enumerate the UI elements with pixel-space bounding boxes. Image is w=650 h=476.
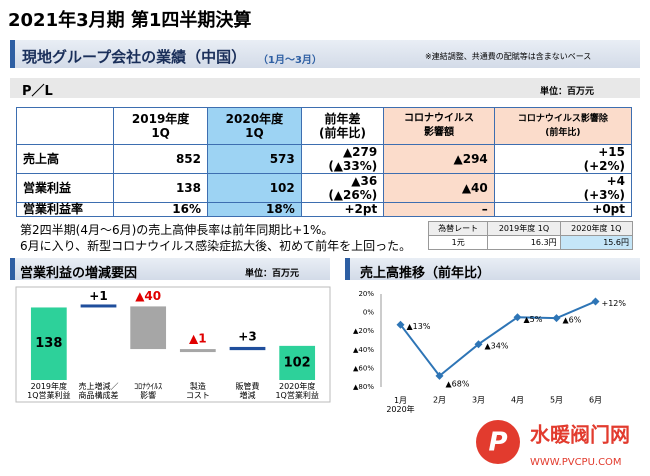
x-tick-label: ｺﾛﾅｳｲﾙｽ影響 [134,382,162,400]
waterfall-unit: 単位：百万元 [245,269,300,279]
y-tick-label: 20% [358,290,374,298]
x-tick-label: 製造コスト [186,381,210,400]
bar [279,345,316,380]
section-note: ※連結調整、共通費の配賦等は含まないベース [425,52,592,61]
pl-title: P／L [22,84,53,99]
data-label: +1 [89,289,107,303]
x-tick-label: 2020年度 1Q営業利益 [275,381,318,400]
marker [396,320,405,329]
table-cell: 16% [113,202,208,217]
table-cell: 営業利益率 [15,202,115,217]
table-cell: 1元 [427,235,489,250]
data-label: ▲13% [407,322,431,331]
table-row: 営業利益率 16% 18% +2pt – +0pt [15,202,633,217]
table-row: 2019年度 1Q 2020年度 1Q 前年差 (前年比) コロナウイルス 影響額 コロ… [15,107,633,145]
y-tick-label: ▲60% [353,364,374,372]
marker [474,340,483,349]
line [399,300,596,378]
y-tick-label: ▲20% [353,327,374,335]
bar [179,349,216,353]
table-cell: コロナウイルス影響除 (前年比) [493,107,633,145]
page-title: 2021年3月期 第1四半期決算 [8,10,252,31]
data-label: ▲34% [485,342,509,351]
bar [229,346,266,351]
table-cell: +4 (+3%) [493,173,633,203]
data-label: +12% [602,299,627,308]
x-tick-label: 1月 2020年 [386,396,414,414]
bar [30,307,67,380]
marker [552,314,561,323]
table-cell: ▲294 [383,144,495,174]
pl-table: 2019年度 1Q 2020年度 1Q 前年差 (前年比) コロナウイルス 影響額 コロ… [15,107,633,217]
table-cell: 852 [113,144,208,174]
section-period: （1月～3月） [258,55,322,66]
marker [591,297,600,306]
table-cell: 18% [207,202,302,217]
table-cell: 前年差 (前年比) [300,107,385,145]
line-band [345,258,640,280]
line-title: 売上高推移（前年比） [360,266,491,281]
table-cell: +15 (+2%) [493,144,633,174]
data-label: 102 [284,355,311,370]
data-label: ▲40 [135,289,161,303]
marker [513,313,522,322]
y-tick-label: ▲40% [353,346,374,354]
pl-band [10,78,640,98]
comment-line: 第2四半期(4月～6月)の売上高伸長率は前年同期比+1%。 [20,223,334,237]
x-tick-label: 5月 [550,396,563,405]
data-label: 138 [35,336,62,351]
table-cell: 573 [207,144,302,174]
table-row: 売上高 852 573 ▲279 (▲33%) ▲294 +15 (+2%) [15,144,633,174]
watermark-name: 水暖阀门网 [530,423,630,447]
data-label: +3 [238,329,256,343]
table-cell: – [383,202,495,217]
bar [80,304,117,308]
marker [435,371,444,380]
x-tick-label: 3月 [472,396,485,405]
y-tick-label: 0% [363,309,374,317]
watermark-url: WWW.PVCPU.COM [530,457,622,468]
section-band [10,40,640,68]
table-cell: ▲279 (▲33%) [300,144,385,174]
x-tick-label: 売上増減／商品構成差 [79,381,119,400]
section-title: 現地グループ会社の業績（中国） [22,48,247,66]
table-cell: 102 [207,173,302,203]
x-tick-label: 4月 [511,396,524,405]
table-cell: 為替レート [427,221,489,236]
waterfall-title: 営業利益の増減要因 [20,266,138,281]
table-cell: +0pt [493,202,633,217]
table-cell: コロナウイルス 影響額 [383,107,495,145]
data-label: ▲5% [524,315,543,324]
table-cell: 2020年度 1Q [207,107,302,145]
data-label: ▲6% [563,316,582,325]
table-cell: 16.3円 [487,235,561,250]
x-tick-label: 6月 [589,396,602,405]
table-cell: 2019年度 1Q [113,107,208,145]
table-cell: 15.6円 [559,235,634,250]
y-tick-label: ▲80% [353,383,374,391]
table-cell: +2pt [300,202,385,217]
watermark-logo [476,420,520,464]
x-tick-label: 2月 [433,396,446,405]
rate-table: 為替レート 2019年度 1Q 2020年度 1Q 1元 16.3円 15.6円 [427,221,634,250]
pl-unit: 単位：百万元 [540,87,595,97]
waterfall-frame [15,286,331,403]
waterfall-band [10,258,330,280]
x-tick-label: 販管費増減 [236,381,260,400]
x-tick-label: 2019年度 1Q営業利益 [27,381,70,400]
data-label: ▲68% [446,379,470,388]
table-cell: ▲36 (▲26%) [300,173,385,203]
watermark-logo-mark: P [488,428,507,458]
table-row: 為替レート 2019年度 1Q 2020年度 1Q [427,221,634,236]
table-cell [15,107,115,145]
table-cell: 2019年度 1Q [487,221,561,236]
table-row: 営業利益 138 102 ▲36 (▲26%) ▲40 +4 (+3%) [15,173,633,203]
bar [130,306,167,350]
table-row: 1元 16.3円 15.6円 [427,235,634,250]
data-label: ▲1 [189,332,207,346]
comment-line: 6月に入り、新型コロナウイルス感染症拡大後、初めて前年を上回った。 [20,239,412,253]
